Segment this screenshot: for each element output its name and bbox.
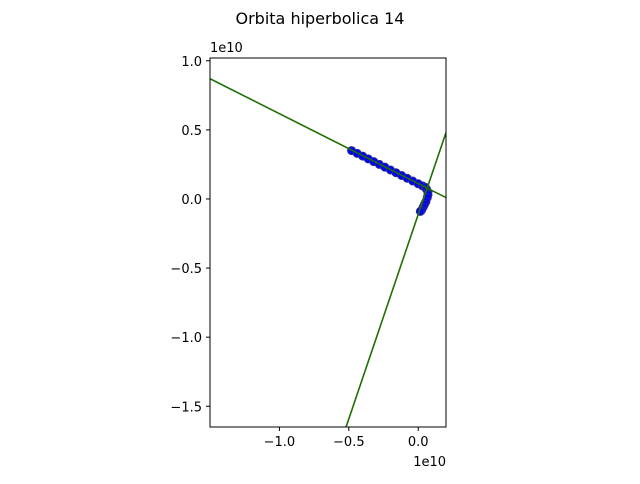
y-tick-label: 1.0: [181, 55, 202, 70]
x-tick-label: −0.5: [333, 435, 365, 450]
y-tick-label: −1.5: [170, 400, 202, 415]
axes-layer: −1.0 −0.5 0.0 1.0 0.5 0.0 −0.5 −1.0 −1.5: [170, 55, 428, 450]
x-offset-text: 1e10: [413, 455, 446, 470]
plot-frame: [209, 57, 447, 428]
asymptote-line: [210, 78, 446, 199]
chart-title: Orbita hiperbolica 14: [236, 9, 405, 28]
marks-layer: [210, 78, 446, 427]
y-offset-text: 1e10: [210, 41, 243, 56]
asymptote-line: [345, 132, 446, 427]
x-tick-label: 0.0: [408, 435, 429, 450]
y-tick-label: −0.5: [170, 262, 202, 277]
y-tick-label: −1.0: [170, 331, 202, 346]
y-tick-label: 0.5: [181, 124, 202, 139]
x-tick-label: −1.0: [264, 435, 296, 450]
y-tick-label: 0.0: [181, 193, 202, 208]
